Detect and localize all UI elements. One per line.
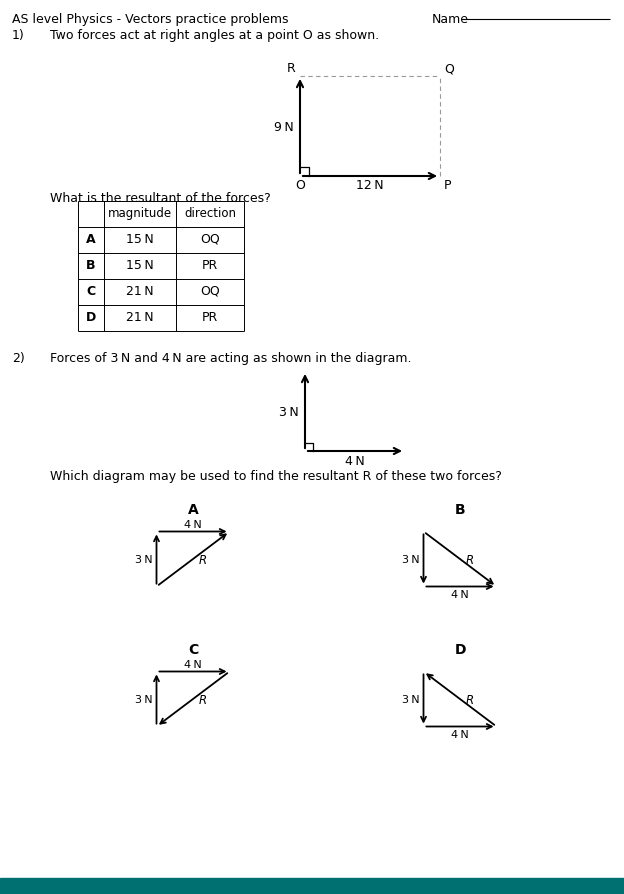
Text: R: R bbox=[199, 693, 207, 705]
Text: 4 N: 4 N bbox=[345, 454, 365, 468]
Text: A: A bbox=[188, 502, 198, 516]
Text: R: R bbox=[199, 552, 207, 566]
Text: 3 N: 3 N bbox=[402, 554, 419, 564]
Text: R: R bbox=[287, 62, 296, 75]
Text: B: B bbox=[86, 258, 95, 272]
Bar bbox=[0, 878, 624, 894]
Text: 2): 2) bbox=[12, 351, 25, 365]
Text: 12 N: 12 N bbox=[356, 179, 384, 192]
Text: D: D bbox=[86, 310, 96, 324]
Text: P: P bbox=[444, 179, 452, 192]
Text: 3 N: 3 N bbox=[135, 554, 152, 564]
Text: 4 N: 4 N bbox=[451, 730, 469, 739]
Text: AS level Physics - Vectors practice problems: AS level Physics - Vectors practice prob… bbox=[12, 13, 288, 26]
Text: B: B bbox=[455, 502, 466, 516]
Text: A: A bbox=[86, 232, 96, 246]
Text: OQ: OQ bbox=[200, 232, 220, 246]
Text: 4 N: 4 N bbox=[451, 590, 469, 600]
Text: Forces of 3 N and 4 N are acting as shown in the diagram.: Forces of 3 N and 4 N are acting as show… bbox=[50, 351, 411, 365]
Text: 21 N: 21 N bbox=[126, 310, 154, 324]
Text: magnitude: magnitude bbox=[108, 207, 172, 220]
Text: What is the resultant of the forces?: What is the resultant of the forces? bbox=[50, 192, 271, 205]
Text: Q: Q bbox=[444, 62, 454, 75]
Text: 4 N: 4 N bbox=[184, 659, 202, 669]
Text: O: O bbox=[295, 179, 305, 192]
Text: Name: Name bbox=[432, 13, 469, 26]
Text: PR: PR bbox=[202, 310, 218, 324]
Text: 21 N: 21 N bbox=[126, 284, 154, 298]
Text: Which diagram may be used to find the resultant R of these two forces?: Which diagram may be used to find the re… bbox=[50, 469, 502, 483]
Text: C: C bbox=[188, 642, 198, 656]
Text: 9 N: 9 N bbox=[275, 121, 294, 133]
Text: 1): 1) bbox=[12, 29, 25, 42]
Text: R: R bbox=[466, 693, 474, 705]
Text: Two forces act at right angles at a point O as shown.: Two forces act at right angles at a poin… bbox=[50, 29, 379, 42]
Text: D: D bbox=[454, 642, 466, 656]
Text: PR: PR bbox=[202, 258, 218, 272]
Text: 4 N: 4 N bbox=[184, 519, 202, 529]
Text: C: C bbox=[87, 284, 95, 298]
Text: OQ: OQ bbox=[200, 284, 220, 298]
Text: 3 N: 3 N bbox=[402, 695, 419, 704]
Text: direction: direction bbox=[184, 207, 236, 220]
Text: 3 N: 3 N bbox=[280, 405, 299, 418]
Text: 15 N: 15 N bbox=[126, 258, 154, 272]
Text: R: R bbox=[466, 552, 474, 566]
Text: 3 N: 3 N bbox=[135, 695, 152, 704]
Text: 15 N: 15 N bbox=[126, 232, 154, 246]
